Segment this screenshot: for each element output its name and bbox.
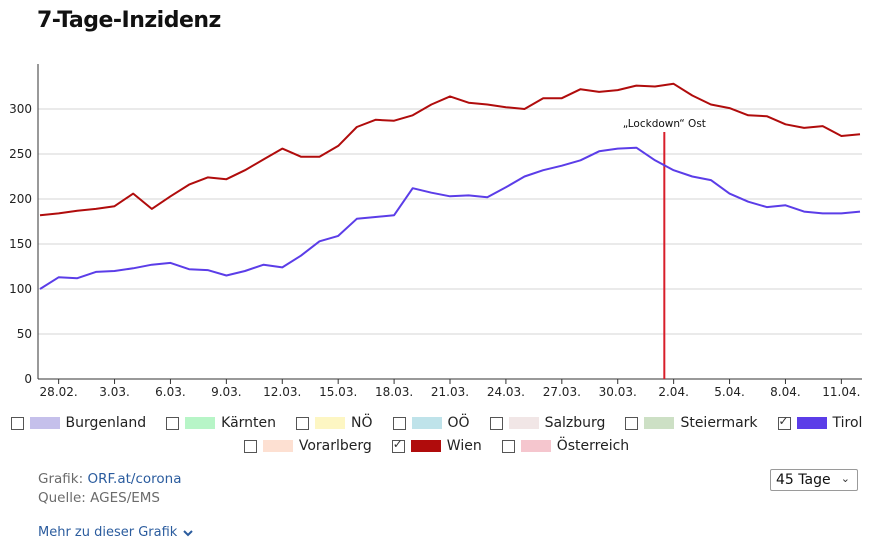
x-tick-label: 6.03. <box>155 385 186 399</box>
source-quelle: Quelle: AGES/EMS <box>38 490 160 506</box>
legend-item[interactable]: Kärnten <box>166 415 276 431</box>
legend-label: Salzburg <box>544 415 606 431</box>
legend-checkbox[interactable] <box>243 439 257 453</box>
x-tick-label: 24.03. <box>487 385 525 399</box>
grafik-link[interactable]: ORF.at/corona <box>87 471 182 487</box>
legend-checkbox[interactable] <box>392 416 406 430</box>
chevron-down-icon <box>183 529 194 536</box>
legend-checkbox[interactable] <box>10 416 24 430</box>
legend-item[interactable]: Vorarlberg <box>243 438 372 454</box>
lockdown-annotation-label: „Lockdown“ Ost <box>623 118 706 130</box>
legend-swatch <box>29 417 60 429</box>
legend-label: OÖ <box>447 415 470 431</box>
legend-checkbox[interactable] <box>391 437 405 453</box>
legend-item[interactable]: Wien <box>391 437 482 454</box>
range-select[interactable]: 45 Tage ⌄ <box>770 469 858 491</box>
x-tick-label: 11.04. <box>822 385 860 399</box>
legend-label: Tirol <box>832 415 863 431</box>
y-tick-label: 100 <box>9 282 32 296</box>
chevron-down-icon: ⌄ <box>840 472 850 485</box>
more-link-label: Mehr zu dieser Grafik <box>38 525 178 540</box>
quelle-value: AGES/EMS <box>90 490 160 506</box>
more-link[interactable]: Mehr zu dieser Grafik <box>38 525 194 540</box>
legend-item[interactable]: Salzburg <box>489 415 606 431</box>
y-tick-label: 150 <box>9 237 32 251</box>
legend-swatch <box>644 417 675 429</box>
legend-swatch <box>508 417 539 429</box>
line-chart: 0 50 100 150 200 250 300 28.02. 3.03. 6.03. 9.03. 1… <box>9 64 862 399</box>
x-tick-label: 27.03. <box>543 385 581 399</box>
legend-item[interactable]: NÖ <box>296 415 373 431</box>
chart-title: 7-Tage-Inzidenz <box>37 8 221 33</box>
legend-checkbox[interactable] <box>501 439 515 453</box>
legend-swatch <box>411 417 442 429</box>
y-tick-label: 250 <box>9 147 32 161</box>
legend-swatch <box>315 417 346 429</box>
legend-item[interactable]: Tirol <box>777 414 863 431</box>
y-tick-label: 200 <box>9 192 32 206</box>
y-tick-label: 50 <box>17 327 32 341</box>
legend-checkbox[interactable] <box>489 416 503 430</box>
legend-swatch <box>185 417 216 429</box>
legend-swatch <box>796 417 827 429</box>
legend-label: Österreich <box>556 438 630 454</box>
legend-item[interactable]: OÖ <box>392 415 470 431</box>
x-tick-label: 30.03. <box>599 385 637 399</box>
x-tick-label: 2.04. <box>658 385 689 399</box>
legend-item[interactable]: Steiermark <box>625 415 758 431</box>
legend-label: Vorarlberg <box>298 438 372 454</box>
legend-label: Wien <box>446 438 482 454</box>
legend-row: Vorarlberg Wien Österreich <box>0 437 873 454</box>
x-tick-label: 21.03. <box>431 385 469 399</box>
grafik-label: Grafik: <box>38 471 84 487</box>
x-tick-label: 9.03. <box>211 385 242 399</box>
series-line-wien <box>39 82 861 217</box>
series-line-tirol <box>39 146 861 290</box>
x-tick-label: 15.03. <box>319 385 357 399</box>
range-select-value: 45 Tage <box>776 472 831 488</box>
legend-label: NÖ <box>351 415 373 431</box>
legend-checkbox[interactable] <box>777 414 791 430</box>
legend-swatch <box>262 440 293 452</box>
legend-row: Burgenland Kärnten NÖ OÖ Salzburg Steiermark T… <box>0 414 873 431</box>
quelle-label: Quelle: <box>38 490 86 506</box>
legend-checkbox[interactable] <box>166 416 180 430</box>
y-tick-label: 0 <box>24 372 32 386</box>
x-tick-label: 3.03. <box>99 385 130 399</box>
x-tick-label: 12.03. <box>263 385 301 399</box>
x-tick-label: 8.04. <box>770 385 801 399</box>
legend-label: Kärnten <box>221 415 277 431</box>
legend-item[interactable]: Österreich <box>501 438 630 454</box>
legend-swatch <box>520 440 551 452</box>
y-tick-label: 300 <box>9 102 32 116</box>
legend-item[interactable]: Burgenland <box>10 415 147 431</box>
legend-label: Steiermark <box>680 415 758 431</box>
x-tick-label: 28.02. <box>40 385 78 399</box>
legend-checkbox[interactable] <box>296 416 310 430</box>
source-grafik: Grafik: ORF.at/corona <box>38 471 182 487</box>
legend-swatch <box>410 440 441 452</box>
x-tick-label: 18.03. <box>375 385 413 399</box>
legend-label: Burgenland <box>65 415 147 431</box>
x-tick-label: 5.04. <box>714 385 745 399</box>
legend-checkbox[interactable] <box>625 416 639 430</box>
